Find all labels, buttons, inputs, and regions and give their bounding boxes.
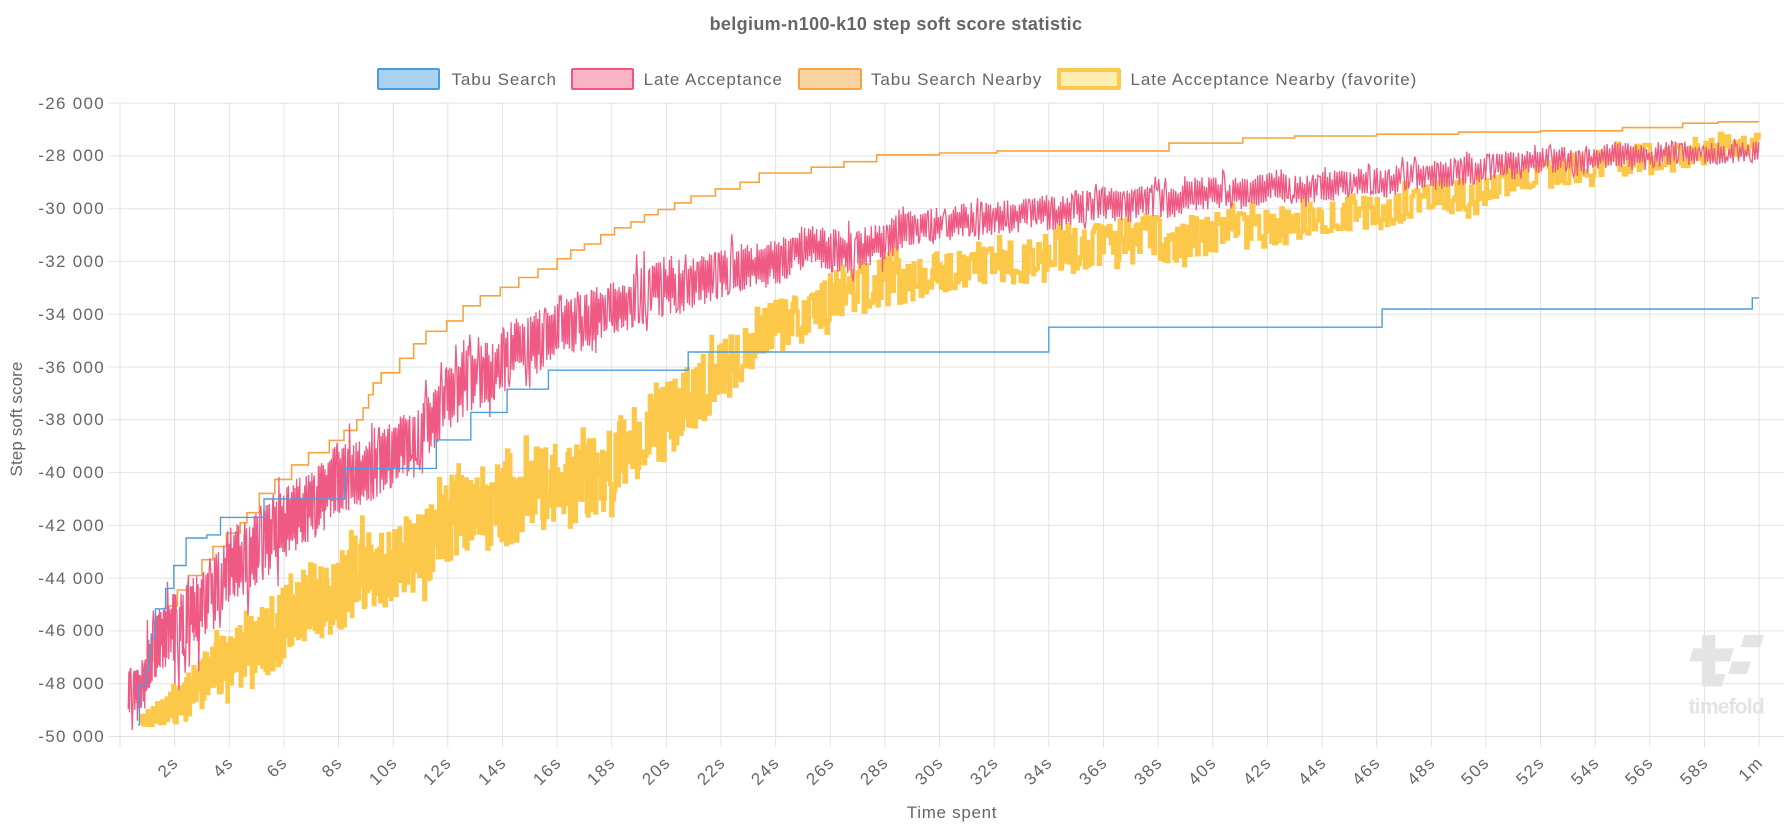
svg-text:timefold: timefold — [1689, 695, 1764, 718]
